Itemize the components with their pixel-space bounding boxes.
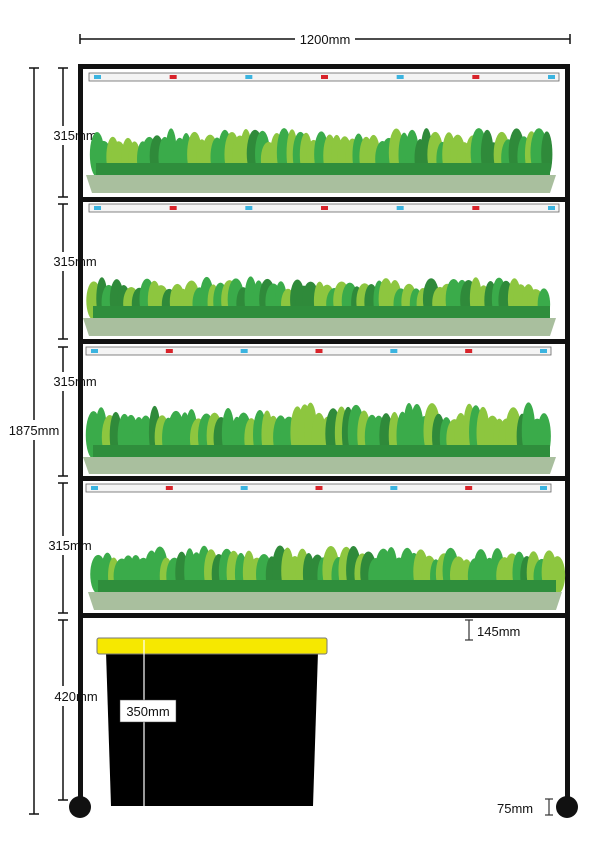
lettuce-row bbox=[90, 545, 566, 595]
shelf-2 bbox=[83, 203, 560, 336]
led-blue bbox=[540, 349, 547, 353]
wheel-left bbox=[69, 796, 91, 818]
grow-tray bbox=[88, 592, 562, 610]
shelf-1 bbox=[86, 72, 560, 193]
led-red bbox=[315, 486, 323, 490]
wheel-dimension: 75mm bbox=[497, 798, 553, 816]
led-blue bbox=[390, 486, 398, 490]
grow-tray bbox=[86, 175, 556, 193]
led-red bbox=[169, 206, 177, 210]
led-blue bbox=[240, 349, 248, 353]
led-blue bbox=[540, 486, 547, 490]
led-red bbox=[465, 349, 473, 353]
led-red bbox=[169, 75, 177, 79]
led-red bbox=[165, 486, 173, 490]
led-blue bbox=[390, 349, 398, 353]
led-blue bbox=[91, 486, 98, 490]
wheel-height-label: 75mm bbox=[497, 801, 533, 816]
lettuce-row bbox=[89, 128, 553, 178]
tank-height-label: 350mm bbox=[126, 704, 169, 719]
wheel-right bbox=[556, 796, 578, 818]
shelves bbox=[83, 72, 566, 610]
led-red bbox=[321, 206, 328, 210]
shelf-4-height-label: 315mm bbox=[48, 538, 91, 553]
led-blue bbox=[396, 75, 404, 79]
led-blue bbox=[94, 206, 101, 210]
light-gap-label: 145mm bbox=[477, 624, 520, 639]
led-blue bbox=[240, 486, 248, 490]
led-red bbox=[472, 206, 480, 210]
led-blue bbox=[396, 206, 404, 210]
led-blue bbox=[548, 75, 555, 79]
grow-tray bbox=[83, 457, 556, 474]
reservoir-tank: 350mm bbox=[96, 637, 328, 806]
led-blue bbox=[548, 206, 555, 210]
led-blue bbox=[94, 75, 101, 79]
led-blue bbox=[245, 75, 253, 79]
overall-height-label: 1875mm bbox=[9, 423, 60, 438]
tank-lid bbox=[96, 637, 328, 655]
led-red bbox=[321, 75, 328, 79]
overall-height-dimension: 1875mm bbox=[9, 67, 60, 815]
led-red bbox=[465, 486, 473, 490]
led-blue bbox=[245, 206, 253, 210]
light-gap-dimension: 145mm bbox=[465, 619, 520, 641]
shelf-4 bbox=[85, 483, 566, 610]
led-red bbox=[315, 349, 323, 353]
tank-body bbox=[106, 652, 318, 806]
led-red bbox=[472, 75, 480, 79]
shelf-1-height-label: 315mm bbox=[53, 128, 96, 143]
led-blue bbox=[91, 349, 98, 353]
shelf-2-height-label: 315mm bbox=[53, 254, 96, 269]
width-label: 1200mm bbox=[300, 32, 351, 47]
rack-frame bbox=[78, 64, 570, 804]
lettuce-row bbox=[85, 402, 551, 460]
led-red bbox=[165, 349, 173, 353]
width-dimension: 1200mm bbox=[79, 32, 571, 47]
grow-tray bbox=[83, 318, 556, 336]
shelf-3 bbox=[83, 346, 556, 474]
lettuce-row bbox=[86, 276, 551, 321]
base-height-label: 420mm bbox=[54, 689, 97, 704]
shelf-3-height-label: 315mm bbox=[53, 374, 96, 389]
